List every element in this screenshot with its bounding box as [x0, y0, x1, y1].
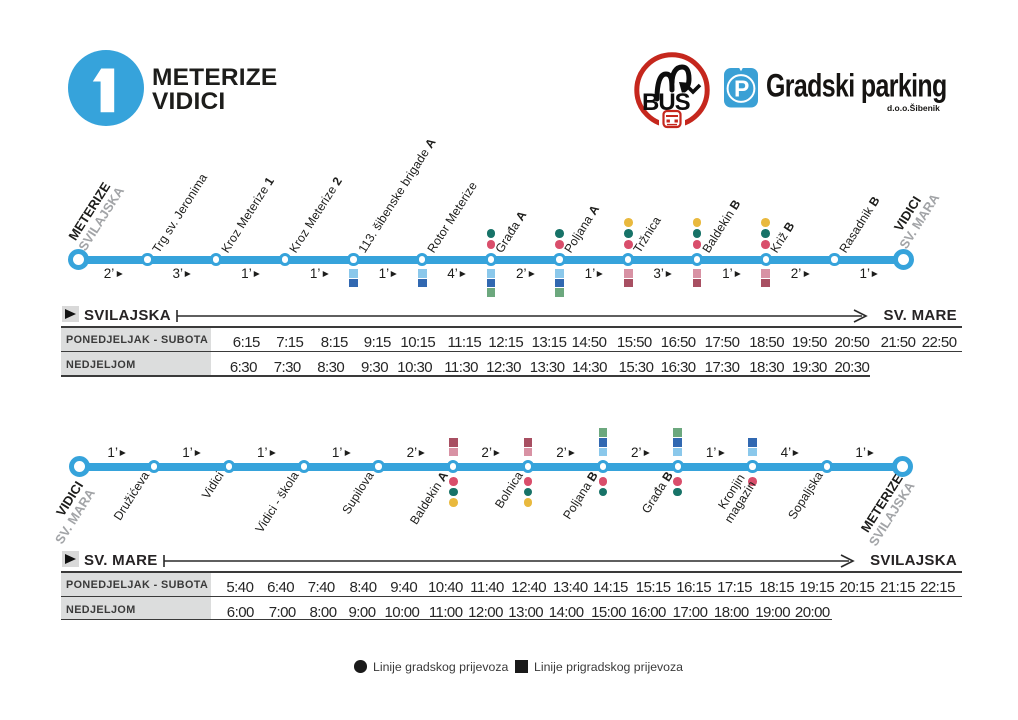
- svg-text:Gradski parking: Gradski parking: [766, 69, 947, 105]
- svg-text:d.o.o.Šibenik: d.o.o.Šibenik: [887, 102, 940, 113]
- svg-text:P: P: [734, 76, 749, 102]
